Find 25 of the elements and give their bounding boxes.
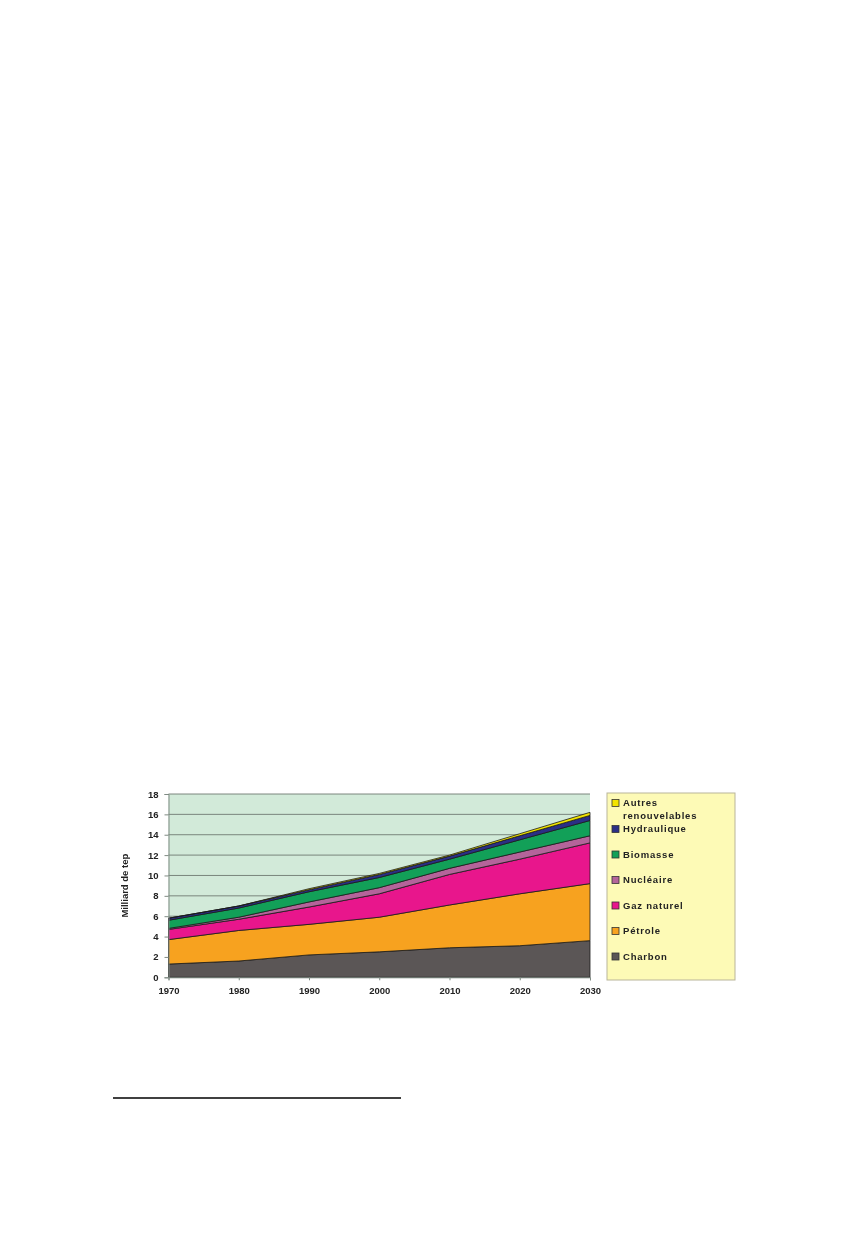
legend-label: Charbon (623, 950, 668, 962)
legend-label: Nucléaire (623, 874, 673, 886)
y-tick-label: 12 (147, 849, 159, 861)
x-tick-label: 1970 (158, 985, 180, 997)
y-tick-label: 10 (147, 870, 159, 882)
x-tick-label: 1990 (298, 985, 321, 997)
y-axis-title: Milliard de tep (119, 853, 130, 918)
x-tick-label: 2000 (369, 985, 391, 997)
y-tick-label: 0 (153, 971, 159, 983)
legend-label: Biomasse (623, 848, 675, 860)
x-tick-label: 2020 (509, 985, 531, 997)
x-tick-label: 2010 (439, 985, 461, 997)
y-tick-label: 4 (153, 931, 160, 943)
y-tick-label: 8 (153, 890, 159, 902)
legend-label: Gaz naturel (623, 899, 684, 911)
x-tick-label: 2030 (579, 985, 602, 997)
y-tick-label: 14 (147, 829, 160, 841)
legend-label: Autres renouvelables (623, 797, 698, 822)
legend-label: Hydraulique (623, 823, 687, 835)
y-tick-label: 6 (153, 910, 159, 922)
y-tick-label: 16 (147, 808, 159, 820)
x-tick-label: 1980 (228, 985, 250, 997)
y-tick-label: 18 (147, 788, 159, 800)
y-tick-label: 2 (153, 951, 159, 963)
legend-label: Pétrole (623, 925, 661, 937)
